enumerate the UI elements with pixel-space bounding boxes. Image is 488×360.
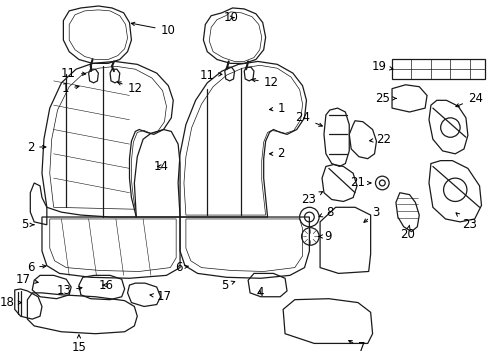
Text: 13: 13 (56, 284, 82, 297)
Text: 7: 7 (348, 341, 365, 355)
Text: 8: 8 (319, 206, 333, 219)
Text: 20: 20 (399, 225, 414, 241)
Text: 1: 1 (61, 82, 79, 95)
Text: 10: 10 (223, 11, 238, 24)
Text: 6: 6 (27, 261, 46, 274)
Text: 5: 5 (21, 218, 34, 231)
Text: 2: 2 (269, 147, 284, 160)
Text: 15: 15 (71, 335, 86, 355)
Text: 23: 23 (455, 213, 476, 231)
Text: 5: 5 (221, 279, 234, 292)
Text: 24: 24 (455, 92, 482, 107)
Text: 12: 12 (251, 76, 278, 89)
Text: 19: 19 (370, 60, 392, 73)
Text: 25: 25 (374, 92, 395, 105)
Text: 11: 11 (200, 68, 222, 82)
Text: 17: 17 (15, 273, 38, 286)
Text: 17: 17 (150, 290, 171, 303)
Text: 10: 10 (131, 22, 175, 37)
Text: 4: 4 (255, 286, 263, 300)
Text: 14: 14 (153, 160, 168, 173)
Text: 1: 1 (269, 102, 284, 114)
Text: 21: 21 (349, 176, 370, 189)
Text: 23: 23 (301, 192, 322, 206)
Text: 2: 2 (27, 140, 46, 153)
Text: 18: 18 (0, 296, 21, 309)
Text: 16: 16 (98, 279, 113, 292)
Text: 12: 12 (117, 82, 142, 95)
Text: 11: 11 (61, 67, 85, 80)
Text: 9: 9 (318, 230, 331, 243)
Text: 22: 22 (369, 133, 391, 146)
Text: 24: 24 (295, 111, 322, 126)
Text: 3: 3 (363, 206, 379, 222)
Text: 6: 6 (175, 261, 188, 274)
